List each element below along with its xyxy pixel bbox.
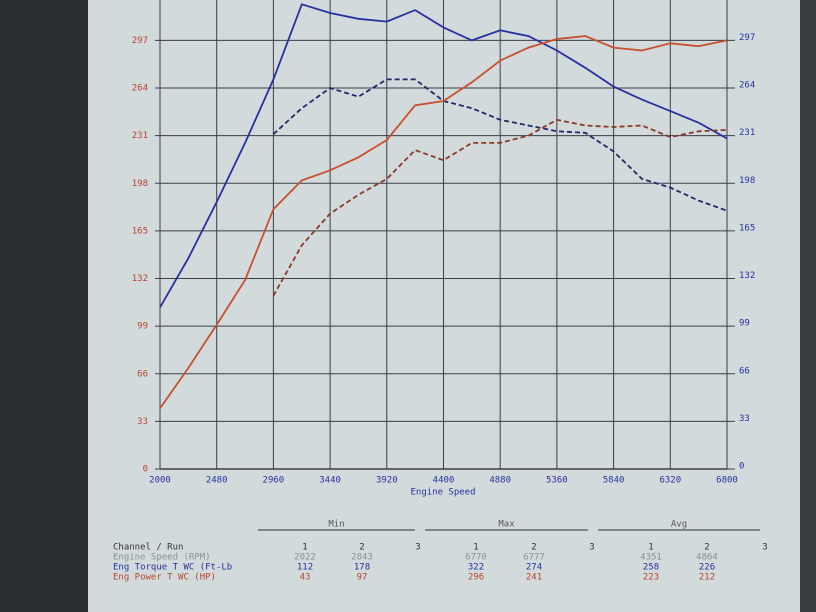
x-tick-label: 3920 — [376, 476, 398, 486]
table-cell: 322 — [468, 563, 484, 573]
series-line — [272, 118, 728, 297]
table-cell: 296 — [468, 573, 484, 583]
x-tick-label: 2480 — [206, 476, 228, 486]
table-cell: 258 — [643, 563, 659, 573]
table-cell: 4864 — [696, 553, 718, 563]
y2-tick-label: 165 — [739, 223, 755, 233]
table-cell: 4351 — [640, 553, 662, 563]
y-tick-label: 99 — [137, 322, 148, 332]
series-line — [159, 3, 728, 308]
table-run: 1 — [302, 543, 307, 553]
table-cell: 223 — [643, 573, 659, 583]
x-tick-label: 5360 — [546, 476, 568, 486]
y2-tick-label: 0 — [739, 462, 744, 472]
table-row-label: Eng Power T WC (HP) — [113, 573, 216, 583]
y-tick-label: 231 — [132, 131, 148, 141]
table-run: 3 — [415, 543, 420, 553]
table-cell: 97 — [357, 573, 368, 583]
x-tick-label: 6320 — [659, 476, 681, 486]
table-cell: 43 — [300, 573, 311, 583]
table-cell: 274 — [526, 563, 542, 573]
table-group-title: Min — [328, 520, 344, 530]
y-tick-label: 297 — [132, 36, 148, 46]
series-line — [272, 78, 728, 212]
background-right — [800, 0, 816, 612]
x-tick-label: 2000 — [149, 476, 171, 486]
table-run: 2 — [359, 543, 364, 553]
series-line — [159, 35, 728, 409]
table-cell: 241 — [526, 573, 542, 583]
table-cell: 6770 — [465, 553, 487, 563]
y-tick-label: 165 — [132, 226, 148, 236]
y-tick-label: 264 — [132, 84, 148, 94]
y2-tick-label: 132 — [739, 271, 755, 281]
x-tick-label: 3440 — [319, 476, 341, 486]
table-row-label: Eng Torque T WC (Ft-Lb — [113, 563, 232, 573]
x-tick-label: 4400 — [433, 476, 455, 486]
table-group-title: Max — [498, 520, 515, 530]
x-tick-label: 6800 — [716, 476, 738, 486]
table-run: 3 — [589, 543, 594, 553]
table-cell: 6777 — [523, 553, 545, 563]
table-cell: 2843 — [351, 553, 373, 563]
table-cell: 226 — [699, 563, 715, 573]
y-tick-label: 198 — [132, 179, 148, 189]
x-tick-label: 2960 — [263, 476, 285, 486]
table-header: Channel / Run — [113, 543, 183, 553]
y2-tick-label: 99 — [739, 319, 750, 329]
y-tick-label: 33 — [137, 417, 148, 427]
table-cell: 2022 — [294, 553, 316, 563]
y2-tick-label: 198 — [739, 176, 755, 186]
y2-tick-label: 231 — [739, 128, 755, 138]
y-tick-label: 66 — [137, 369, 148, 379]
table-cell: 112 — [297, 563, 313, 573]
y-tick-label: 132 — [132, 274, 148, 284]
table-run: 3 — [762, 543, 767, 553]
table-row-label: Engine Speed (RPM) — [113, 553, 211, 563]
table-run: 1 — [648, 543, 653, 553]
background-left — [0, 0, 88, 612]
table-run: 2 — [531, 543, 536, 553]
x-tick-label: 4880 — [489, 476, 511, 486]
x-tick-label: 5840 — [603, 476, 625, 486]
table-cell: 212 — [699, 573, 715, 583]
y2-tick-label: 264 — [739, 81, 755, 91]
x-axis-label: Engine Speed — [410, 488, 475, 498]
table-run: 2 — [704, 543, 709, 553]
table-group-title: Avg — [671, 520, 687, 530]
y2-tick-label: 66 — [739, 366, 750, 376]
table-run: 1 — [473, 543, 478, 553]
y-tick-label: 0 — [143, 465, 148, 475]
y2-tick-label: 297 — [739, 33, 755, 43]
table-cell: 178 — [354, 563, 370, 573]
y2-tick-label: 33 — [739, 414, 750, 424]
